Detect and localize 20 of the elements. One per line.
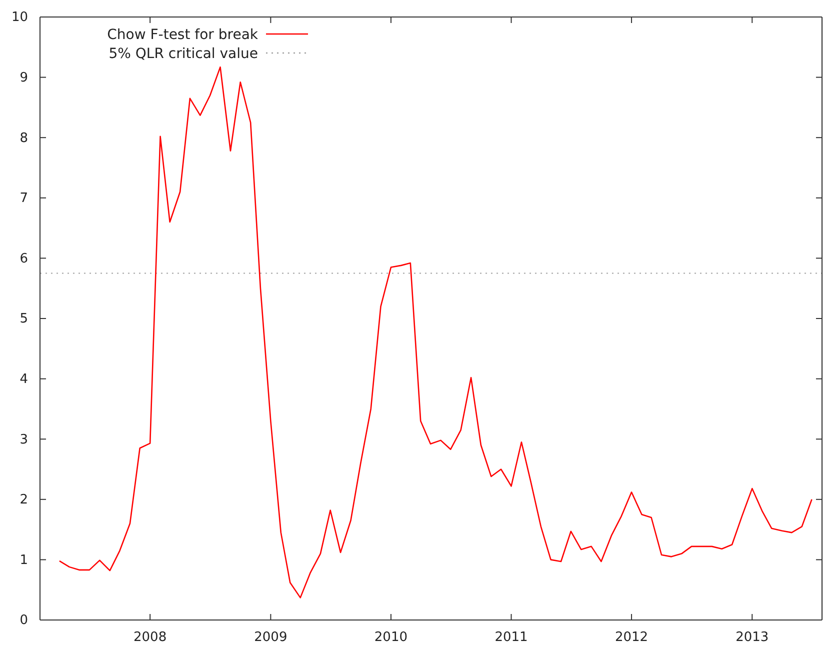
- y-tick-label: 0: [20, 613, 28, 628]
- y-tick-label: 6: [20, 251, 28, 266]
- y-tick-label: 7: [20, 191, 28, 206]
- y-tick-label: 1: [20, 552, 28, 568]
- x-tick-label: 2009: [254, 630, 288, 646]
- y-tick-label: 4: [20, 372, 28, 387]
- y-tick-label: 2: [20, 492, 28, 508]
- y-tick-label: 5: [20, 312, 28, 327]
- y-tick-label: 10: [11, 10, 28, 26]
- line-series: [58, 66, 812, 598]
- x-tick-label: 2011: [494, 630, 528, 646]
- x-tick-label: 2008: [134, 630, 167, 646]
- y-tick-label: 3: [20, 432, 28, 448]
- y-tick-label: 9: [20, 70, 28, 86]
- legend-label: 5% QLR critical value: [108, 46, 258, 62]
- y-tick-label: 8: [20, 130, 28, 146]
- x-tick-label: 2013: [736, 630, 769, 646]
- x-tick-label: 2010: [374, 630, 408, 646]
- legend-label: Chow F-test for break: [107, 26, 259, 43]
- x-tick-label: 2012: [614, 630, 648, 646]
